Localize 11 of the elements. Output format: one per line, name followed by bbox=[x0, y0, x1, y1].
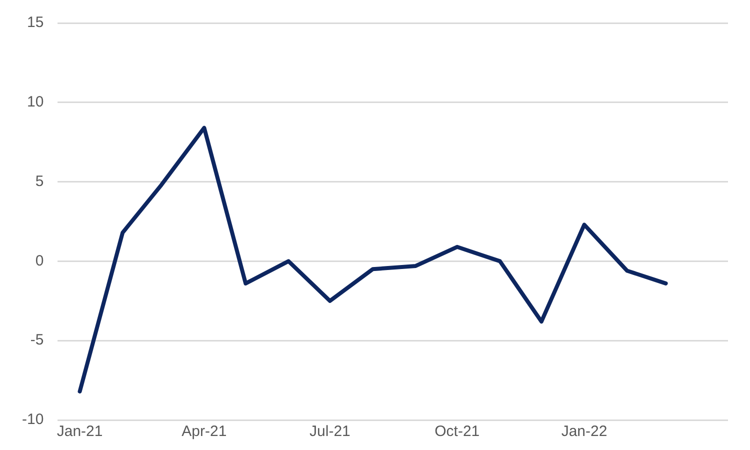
y-tick-label: -5 bbox=[30, 332, 44, 349]
y-tick-label: 5 bbox=[35, 172, 44, 190]
y-tick-label: -10 bbox=[22, 411, 44, 428]
x-tick-label: Jan-22 bbox=[561, 423, 608, 440]
y-tick-label: 15 bbox=[26, 14, 44, 32]
y-tick-label: 10 bbox=[26, 94, 44, 111]
y-tick-label: 0 bbox=[35, 252, 44, 270]
x-tick-label: Oct-21 bbox=[434, 423, 480, 440]
x-tick-label: Jul-21 bbox=[310, 423, 350, 440]
x-tick-label: Apr-21 bbox=[182, 423, 227, 440]
x-tick-label: Jan-21 bbox=[56, 423, 103, 440]
